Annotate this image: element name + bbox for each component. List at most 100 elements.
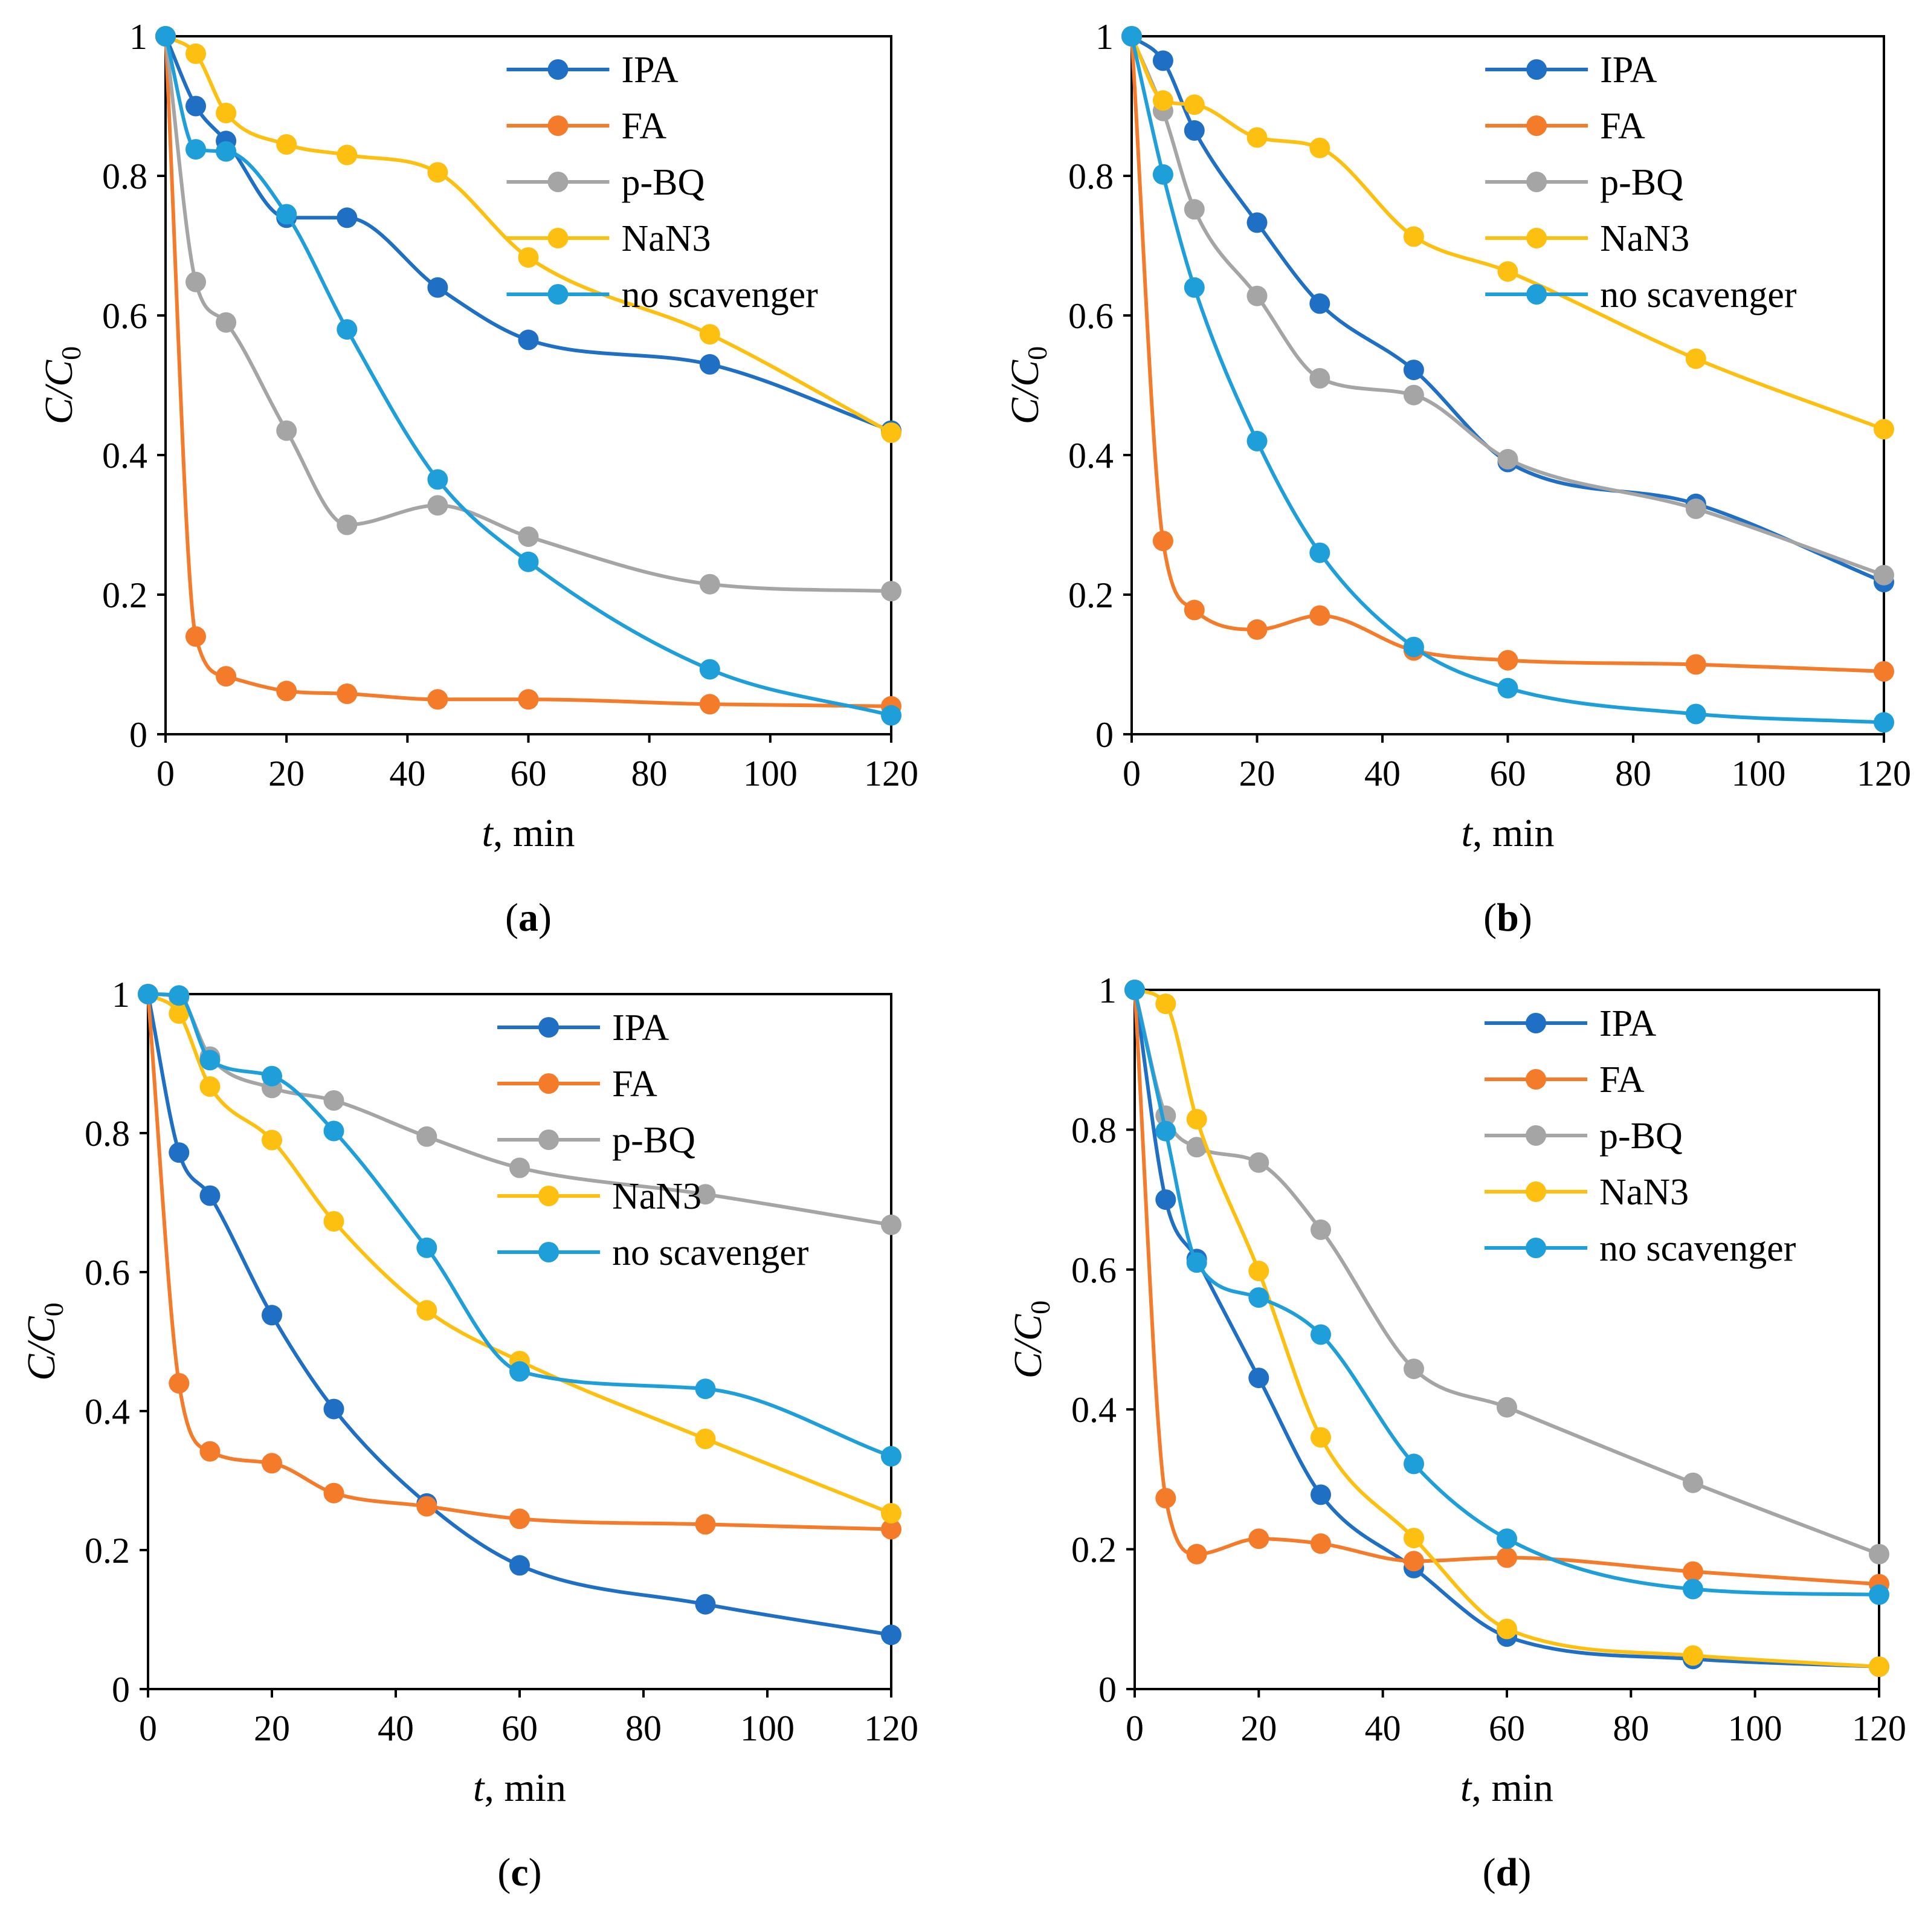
x-axis-unit: , min <box>1472 811 1555 855</box>
y-axis-label-main: C/C <box>1003 360 1047 424</box>
legend-entry-label: p-BQ <box>1599 1116 1683 1157</box>
series-line-ipa <box>146 992 893 1637</box>
legend-swatch-marker <box>1526 1125 1547 1146</box>
data-point-p-bq <box>216 312 237 333</box>
panel-label-letter: d <box>1496 1850 1518 1895</box>
data-point-nan3 <box>881 422 901 443</box>
data-point-p-bq <box>695 1184 716 1205</box>
y-axis-label-main: C/C <box>19 1316 63 1380</box>
legend-swatch-marker <box>1526 1181 1547 1202</box>
data-point-fa <box>1248 1528 1269 1549</box>
legend-entry-label: NaN3 <box>621 218 711 259</box>
data-point-no-scavenger <box>216 141 237 162</box>
data-point-p-bq <box>1869 1543 1889 1565</box>
data-point-nan3 <box>881 1503 901 1524</box>
x-axis-variable: t <box>1460 1766 1472 1810</box>
legend-swatch-marker <box>1526 59 1547 80</box>
y-tick-label: 0 <box>1095 715 1114 755</box>
y-axis-label-subscript: 0 <box>38 1302 69 1316</box>
data-point-nan3 <box>337 144 358 166</box>
x-axis-title: t, min <box>473 1766 566 1810</box>
x-tick-label: 80 <box>1615 754 1651 793</box>
data-point-p-bq <box>1403 384 1424 405</box>
data-point-ipa <box>1152 50 1173 71</box>
data-point-fa <box>185 626 206 647</box>
y-axis-label-main: C/C <box>37 360 81 424</box>
data-point-nan3 <box>199 1076 221 1097</box>
data-point-no-scavenger <box>1124 980 1145 1000</box>
legend-entry-label: no scavenger <box>1600 274 1797 315</box>
legend-entry-label: p-BQ <box>621 162 705 203</box>
legend-swatch-marker <box>1526 115 1547 136</box>
legend-swatch-marker <box>547 115 569 136</box>
data-point-ipa <box>337 207 358 228</box>
data-point-p-bq <box>1497 448 1518 470</box>
legend-entry-label: NaN3 <box>1600 218 1689 259</box>
data-point-no-scavenger <box>1152 164 1173 185</box>
data-point-nan3 <box>1248 1261 1269 1282</box>
legend-entry-label: IPA <box>612 1007 669 1048</box>
legend: IPA FA p-BQ NaN3 no scavenger <box>1485 50 1797 315</box>
x-axis-unit: , min <box>484 1766 566 1810</box>
series-line-nan3 <box>164 34 893 435</box>
data-point-fa <box>509 1508 530 1530</box>
x-tick-label: 60 <box>1490 754 1526 793</box>
data-point-fa <box>216 666 237 687</box>
legend-swatch-marker <box>547 284 569 305</box>
y-tick-label: 0.4 <box>102 436 147 476</box>
data-point-p-bq <box>509 1157 530 1178</box>
panel-label-letter: c <box>511 1850 528 1895</box>
data-point-no-scavenger <box>337 319 358 340</box>
x-tick-label: 0 <box>1123 754 1141 793</box>
data-point-nan3 <box>1497 1618 1517 1640</box>
data-point-p-bq <box>1404 1359 1424 1380</box>
x-tick-label: 120 <box>1852 1708 1906 1748</box>
series-line-nan3 <box>1133 988 1881 1669</box>
legend-swatch-marker <box>538 1242 559 1262</box>
data-point-nan3 <box>1155 993 1176 1015</box>
data-point-nan3 <box>518 247 539 268</box>
panel-label-close: ) <box>538 896 552 940</box>
data-point-fa <box>1311 1533 1331 1554</box>
y-axis-label-subscript: 0 <box>1025 1300 1056 1314</box>
data-point-no-scavenger <box>262 1065 282 1087</box>
data-point-fa <box>337 683 358 704</box>
data-point-no-scavenger <box>1404 1453 1424 1475</box>
x-tick-label: 80 <box>1613 1708 1649 1748</box>
panel-label-letter: a <box>518 896 538 940</box>
data-point-ipa <box>323 1398 344 1420</box>
y-axis-title: C/C0 <box>19 1302 69 1380</box>
data-point-no-scavenger <box>881 1446 901 1467</box>
legend-entry-label: p-BQ <box>612 1120 695 1161</box>
data-point-fa <box>1309 605 1330 626</box>
data-point-ipa <box>427 277 448 298</box>
legend-entry-label: FA <box>1599 1059 1645 1100</box>
data-point-no-scavenger <box>169 985 190 1006</box>
legend: IPA FA p-BQ NaN3 no scavenger <box>497 1007 809 1273</box>
data-point-no-scavenger <box>1184 277 1205 298</box>
legend-swatch-marker <box>547 228 569 248</box>
data-point-p-bq <box>1685 498 1706 519</box>
data-point-p-bq <box>337 514 358 535</box>
data-point-ipa <box>185 95 206 117</box>
y-tick-label: 0 <box>1098 1670 1117 1710</box>
data-point-no-scavenger <box>1685 703 1706 725</box>
x-axis-unit: , min <box>1471 1766 1553 1810</box>
x-tick-label: 0 <box>1126 1708 1144 1748</box>
data-point-no-scavenger <box>199 1050 221 1071</box>
data-point-fa <box>1404 1551 1424 1572</box>
data-point-no-scavenger <box>138 984 158 1004</box>
data-point-nan3 <box>416 1300 437 1321</box>
x-tick-label: 80 <box>631 754 668 793</box>
data-point-ipa <box>1309 293 1330 314</box>
y-axis-title: C/C0 <box>37 346 86 424</box>
data-point-fa <box>276 680 297 702</box>
x-tick-label: 0 <box>156 754 175 793</box>
data-point-p-bq <box>1874 564 1894 586</box>
x-tick-label: 60 <box>501 1708 538 1748</box>
data-point-nan3 <box>1186 1109 1207 1129</box>
series-line-nan3 <box>1130 34 1886 431</box>
